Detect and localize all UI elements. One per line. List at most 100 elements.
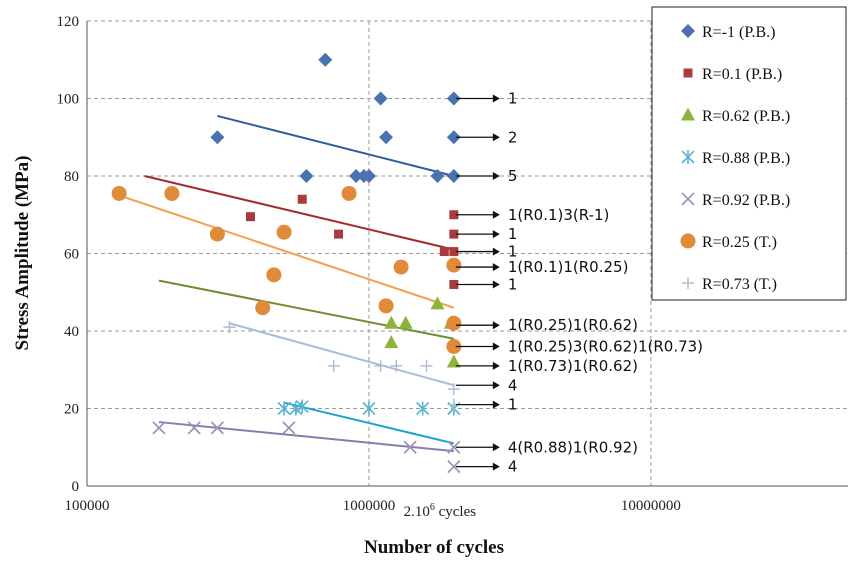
legend-marker: [680, 233, 696, 249]
annotation-label: 1: [508, 396, 518, 414]
annotation-arrowhead: [492, 361, 500, 370]
data-point: [449, 280, 459, 289]
annotation-arrowhead: [492, 280, 500, 289]
data-point: [276, 224, 292, 240]
annotation-arrowhead: [492, 381, 500, 390]
data-point: [393, 259, 409, 275]
annotation-arrowhead: [492, 263, 500, 272]
x-tick-label: 1000000: [343, 498, 396, 514]
annotation-arrowhead: [492, 342, 500, 351]
annotation-label: 1(R0.25)3(R0.62)1(R0.73): [508, 338, 703, 356]
annotation-label: 1: [508, 243, 518, 261]
data-point: [430, 296, 445, 310]
annotation-arrowhead: [492, 462, 500, 471]
annotation-label: 4: [508, 458, 518, 476]
y-tick-label: 80: [64, 169, 79, 185]
annotation-arrowhead: [492, 94, 500, 103]
data-point: [446, 339, 462, 354]
data-point: [327, 359, 340, 372]
data-point: [164, 185, 180, 201]
trend-line-3: [283, 401, 455, 445]
y-tick-label: 120: [57, 14, 80, 30]
legend-marker: [681, 107, 695, 121]
annotation-arrowhead: [492, 247, 500, 256]
data-point: [210, 421, 224, 435]
data-point: [384, 315, 399, 329]
data-point: [384, 335, 399, 349]
legend-marker: [681, 24, 695, 38]
data-point: [341, 185, 357, 201]
annotation-layer: 1251(R0.1)3(R-1)111(R0.1)1(R0.25)11(R0.2…: [455, 90, 703, 476]
data-point: [447, 460, 461, 474]
trend-line-2: [158, 279, 455, 340]
data-point: [439, 247, 449, 257]
trend-line-4: [158, 421, 454, 453]
data-point: [379, 130, 394, 145]
annotation-arrowhead: [492, 400, 500, 409]
data-point: [362, 401, 376, 416]
annotation-label: 2: [508, 128, 518, 146]
axes-layer: 0 20 40 60 80 100 120 100000 1000000 10000000 2.10…: [57, 14, 848, 520]
x-axis-title: Number of cycles: [364, 537, 504, 558]
trend-line-6: [229, 322, 455, 387]
data-point: [152, 421, 166, 435]
x-tick-label: 100000: [65, 498, 110, 514]
y-tick-label: 60: [64, 247, 79, 263]
data-point: [318, 52, 333, 67]
data-point: [282, 421, 296, 435]
annotation-label: 4(R0.88)1(R0.92): [508, 438, 638, 456]
annotation-label: 1: [508, 90, 518, 108]
legend-label: R=0.92 (P.B.): [702, 192, 790, 209]
annotation-label: 1: [508, 225, 518, 243]
annotation-label: 1(R0.73)1(R0.62): [508, 357, 638, 375]
data-point: [210, 130, 225, 145]
annotation-arrowhead: [492, 172, 500, 180]
y-tick-label: 100: [57, 92, 80, 108]
data-point: [446, 354, 461, 368]
annotation-arrowhead: [492, 443, 500, 452]
data-point: [446, 91, 461, 106]
data-point: [223, 321, 236, 334]
data-point: [266, 267, 282, 283]
legend-label: R=0.1 (P.B.): [702, 66, 782, 83]
legend-marker: [681, 150, 695, 164]
data-point: [334, 229, 344, 239]
data-point: [297, 194, 307, 204]
legend-label: R=-1 (P.B.): [702, 24, 775, 41]
data-point: [449, 229, 459, 239]
annotation-arrowhead: [492, 133, 500, 142]
legend-label: R=0.73 (T.): [702, 276, 777, 293]
runout-label: 2.106 cycles: [404, 502, 477, 520]
annotation-label: 5: [508, 167, 518, 185]
data-point: [277, 401, 291, 416]
data-point: [447, 440, 461, 454]
data-point: [187, 421, 201, 435]
marker-layer: [111, 52, 462, 474]
annotation-arrowhead: [492, 321, 500, 330]
data-point: [209, 226, 225, 242]
data-point: [420, 359, 433, 372]
data-point: [398, 315, 413, 329]
data-point: [446, 169, 461, 183]
legend-label: R=0.62 (P.B.): [702, 108, 790, 125]
data-point: [430, 169, 445, 183]
legend-label: R=0.25 (T.): [702, 234, 777, 251]
data-point: [299, 169, 314, 183]
data-point: [449, 210, 459, 220]
y-tick-label: 40: [64, 324, 79, 340]
legend: R=-1 (P.B.) R=0.1 (P.B.) R=0.62 (P.B.) R=0.…: [651, 6, 847, 301]
annotation-arrowhead: [492, 210, 500, 219]
y-tick-label: 0: [72, 479, 80, 495]
data-point: [416, 401, 430, 416]
trend-line-5: [118, 194, 455, 309]
data-point: [361, 169, 376, 183]
data-point: [446, 315, 462, 331]
data-point: [374, 359, 387, 372]
trend-layer: [118, 114, 455, 453]
data-point: [111, 185, 127, 201]
data-point: [446, 130, 461, 145]
data-point: [373, 91, 388, 106]
x-tick-label: 10000000: [621, 498, 681, 514]
data-point: [403, 440, 417, 454]
annotation-label: 1(R0.1)3(R-1): [508, 206, 610, 224]
